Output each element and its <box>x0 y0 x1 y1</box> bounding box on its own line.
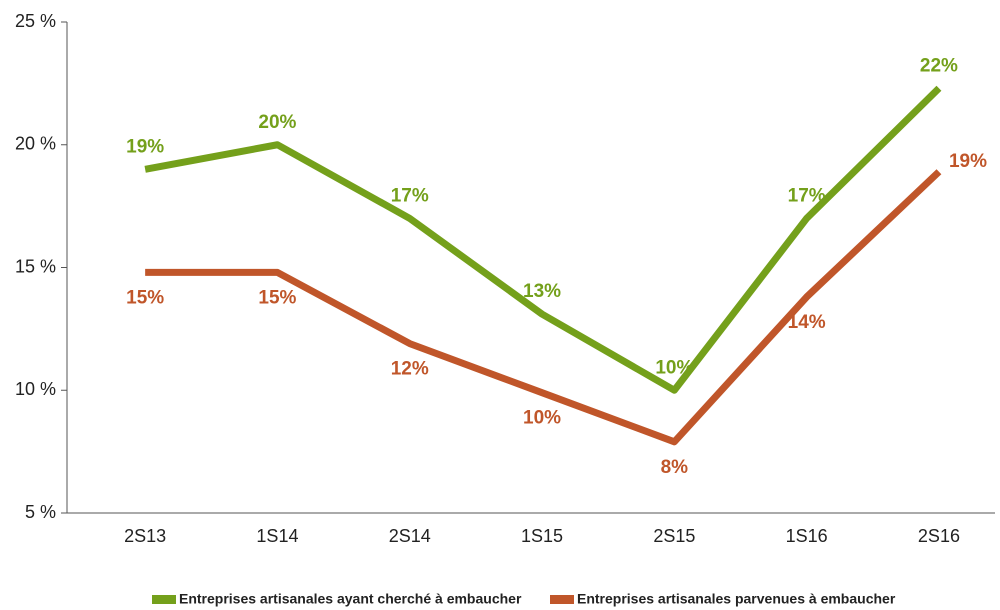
value-label: 15% <box>258 287 296 308</box>
value-label: 10% <box>523 408 561 429</box>
value-label: 14% <box>788 312 826 333</box>
y-tick-label: 5 % <box>25 502 56 522</box>
x-tick-label: 2S13 <box>124 526 166 546</box>
value-label: 20% <box>258 112 296 133</box>
value-label: 19% <box>949 151 987 172</box>
x-tick-label: 2S15 <box>653 526 695 546</box>
x-tick-label: 1S15 <box>521 526 563 546</box>
y-tick-label: 25 % <box>15 11 56 31</box>
y-tick-label: 15 % <box>15 256 56 276</box>
value-label: 12% <box>391 359 429 380</box>
y-tick-label: 10 % <box>15 379 56 399</box>
value-label: 17% <box>788 185 826 206</box>
value-label: 10% <box>655 357 693 378</box>
x-tick-label: 2S14 <box>389 526 431 546</box>
legend-label: Entreprises artisanales ayant cherché à … <box>179 591 522 607</box>
value-label: 22% <box>920 55 958 76</box>
x-tick-label: 1S16 <box>786 526 828 546</box>
x-tick-label: 2S16 <box>918 526 960 546</box>
y-tick-label: 20 % <box>15 134 56 154</box>
value-label: 8% <box>661 457 689 478</box>
legend-swatch <box>550 595 574 604</box>
value-label: 13% <box>523 281 561 302</box>
series-line <box>144 85 942 394</box>
series-line <box>145 169 942 446</box>
legend-label: Entreprises artisanales parvenues à emba… <box>577 591 896 607</box>
legend-swatch <box>152 595 176 604</box>
value-label: 15% <box>126 287 164 308</box>
x-tick-label: 1S14 <box>256 526 298 546</box>
value-label: 19% <box>126 136 164 157</box>
value-label: 17% <box>391 185 429 206</box>
